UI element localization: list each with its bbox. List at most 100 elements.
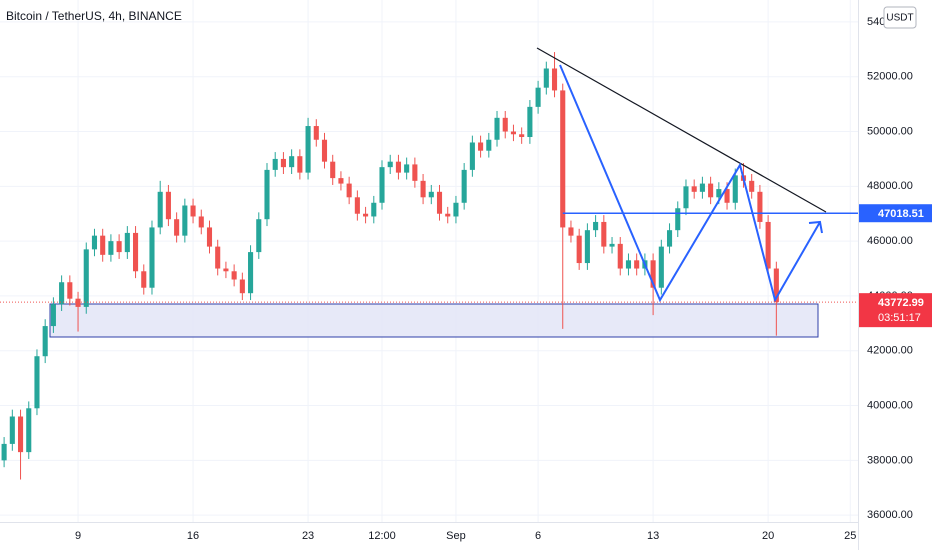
candle-body <box>617 243 623 269</box>
candle-body <box>469 142 475 170</box>
candle-body <box>100 235 106 255</box>
candle-body <box>584 230 590 264</box>
zigzag-path <box>559 64 821 303</box>
candle-body <box>675 208 681 231</box>
x-tick-label: 25 <box>844 530 856 542</box>
candle-body <box>757 191 763 222</box>
candle-body <box>108 241 114 255</box>
candle-body <box>354 197 360 214</box>
x-tick-label: 13 <box>647 530 659 542</box>
candle-body <box>305 126 311 173</box>
y-tick-label: 50000.00 <box>867 125 913 137</box>
candle-body <box>165 191 171 220</box>
y-tick-label: 40000.00 <box>867 399 913 411</box>
candle-body <box>551 68 558 91</box>
candle-body <box>59 282 65 305</box>
y-tick-label: 46000.00 <box>867 235 913 247</box>
candle-body <box>708 183 714 198</box>
candle-body <box>231 271 237 280</box>
candle-body <box>124 232 130 253</box>
candle-body <box>239 279 245 294</box>
candle-body <box>428 191 434 198</box>
candle-body <box>182 205 188 236</box>
candle-body <box>593 221 599 231</box>
x-tick-label: 9 <box>75 530 81 542</box>
candle-body <box>34 356 40 409</box>
candle-body <box>502 117 508 132</box>
candle-body <box>724 189 730 203</box>
candle-body <box>683 186 689 209</box>
last-price: 43772.99 <box>878 297 924 309</box>
candle-body <box>420 180 426 198</box>
candle-body <box>346 183 352 198</box>
candle-body <box>321 139 328 162</box>
y-tick-label: 48000.00 <box>867 180 913 192</box>
candle-body <box>749 180 755 192</box>
x-tick-label: 6 <box>535 530 541 542</box>
candle-body <box>510 131 516 135</box>
candle-body <box>560 90 566 228</box>
candle-body <box>330 161 336 179</box>
candles <box>1 52 779 480</box>
candle-body <box>223 268 229 272</box>
candle-body <box>272 158 278 170</box>
x-tick-label: Sep <box>446 530 466 542</box>
candle-body <box>297 156 303 173</box>
candle-body <box>395 161 401 173</box>
candle-body <box>149 227 155 288</box>
candle-body <box>666 230 673 247</box>
candle-body <box>248 252 254 294</box>
candle-body <box>404 164 410 173</box>
candle-body <box>625 260 632 269</box>
candle-body <box>478 142 484 151</box>
candle-body <box>601 221 607 247</box>
last-price-badge <box>859 293 932 328</box>
countdown: 03:51:17 <box>878 312 921 324</box>
candle-body <box>658 246 664 288</box>
x-tick-label: 23 <box>302 530 314 542</box>
y-tick-label: 36000.00 <box>867 509 913 521</box>
candle-body <box>116 241 122 253</box>
candle-body <box>519 134 525 138</box>
candle-body <box>264 169 270 220</box>
x-tick-label: 12:00 <box>368 530 396 542</box>
x-tick-label: 20 <box>762 530 774 542</box>
candle-body <box>765 221 771 269</box>
candle-body <box>1 443 7 461</box>
candle-body <box>436 191 443 214</box>
candle-body <box>9 416 15 444</box>
candle-body <box>174 219 180 236</box>
candle-body <box>461 169 467 203</box>
grid <box>0 0 858 522</box>
axes: 36000.0038000.0040000.0042000.0044000.00… <box>75 16 932 542</box>
support-zone <box>49 303 819 338</box>
candle-body <box>17 416 24 453</box>
candle-body <box>280 158 286 168</box>
candle-body <box>157 191 163 228</box>
candle-body <box>494 117 500 140</box>
candle-body <box>83 249 89 307</box>
candle-body <box>313 126 319 140</box>
candle-body <box>50 304 56 327</box>
y-tick-label: 38000.00 <box>867 454 913 466</box>
candle-body <box>387 161 393 168</box>
candle-body <box>716 189 722 198</box>
candle-body <box>190 205 196 217</box>
trend-line <box>536 47 827 213</box>
candle-body <box>732 175 738 203</box>
candle-body <box>445 213 451 217</box>
currency-label: USDT <box>886 13 913 24</box>
level-badge <box>859 204 932 223</box>
y-tick-label: 52000.00 <box>867 71 913 83</box>
x-tick-label: 16 <box>187 530 199 542</box>
candle-body <box>256 219 262 253</box>
price-axis <box>858 0 932 550</box>
currency-box[interactable] <box>883 6 917 29</box>
candle-body <box>527 106 533 138</box>
candle-body <box>535 87 541 107</box>
candle-body <box>486 139 492 151</box>
candle-body <box>363 213 369 217</box>
candle-body <box>26 408 32 453</box>
candle-body <box>133 232 139 272</box>
